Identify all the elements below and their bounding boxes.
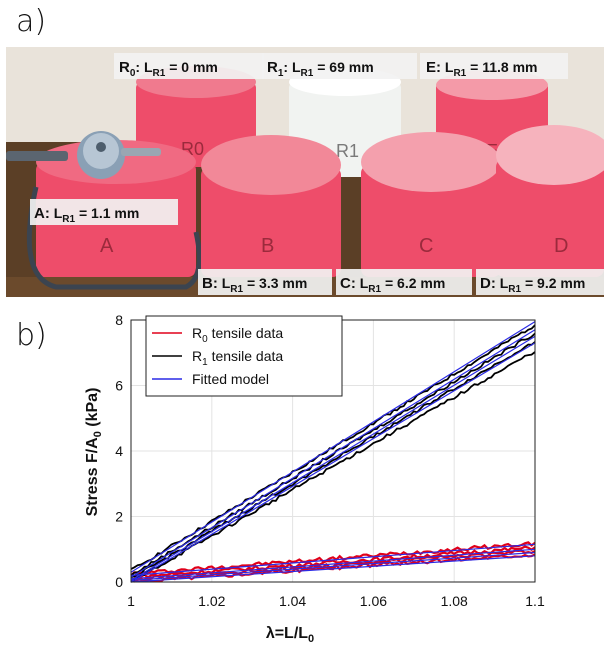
series-line-fitted-model (130, 321, 536, 573)
cup-b-mark: B (261, 235, 274, 257)
sample-photo: R0 R1 E A B C D R0: L (6, 47, 604, 297)
label-e-value: = 11.8 mm (466, 59, 537, 75)
legend-model-label: Fitted model (192, 371, 269, 387)
label-r1-value: = 69 mm (313, 59, 373, 75)
label-r0-name: R (119, 59, 130, 76)
x-tick-label: 1.02 (198, 593, 225, 609)
y-tick-label: 4 (115, 443, 123, 459)
label-r0-length: L (144, 59, 153, 75)
y-tick-label: 0 (115, 574, 123, 590)
label-d-name: D: (480, 275, 496, 292)
series-line-fitted-model (130, 555, 536, 583)
label-b-length-sub: R1 (230, 284, 243, 295)
label-r0: R0: LR1 = 0 mm (114, 53, 264, 79)
series-line-fitted-model (130, 335, 536, 581)
y-tick-label: 6 (115, 378, 123, 394)
label-c-length: L (360, 275, 369, 291)
legend: R0 tensile data R1 tensile data Fitted m… (145, 315, 343, 397)
series-line-fitted-model (130, 548, 536, 580)
label-b-length: L (222, 275, 231, 291)
x-tick-label: 1 (127, 593, 135, 609)
label-c-length-sub: R1 (368, 284, 381, 295)
label-a: A: LR1 = 1.1 mm (30, 199, 178, 225)
x-tick-label: 1.08 (441, 593, 468, 609)
label-e-length: L (445, 59, 454, 75)
svg-text:E: LR1 = 11.8 mm: E: LR1 = 11.8 mm (426, 59, 537, 79)
x-tick-label: 1.04 (279, 593, 306, 609)
series-line-r1-tensile-data (130, 341, 536, 578)
x-tick-label: 1.1 (525, 593, 545, 609)
y-tick-label: 8 (115, 312, 123, 328)
cup-c: C (361, 132, 501, 277)
svg-text:C: LR1 = 6.2 mm: C: LR1 = 6.2 mm (340, 275, 445, 295)
cup-c-mark: C (419, 235, 433, 257)
label-d: D: LR1 = 9.2 mm (476, 269, 604, 295)
y-tick-label: 2 (115, 509, 123, 525)
label-d-length-sub: R1 (508, 284, 521, 295)
series-line-r0-tensile-data (130, 541, 536, 577)
series-line-fitted-model (130, 551, 536, 581)
label-r1-sub: 1 (278, 68, 284, 79)
label-r1-length: L (292, 59, 301, 75)
x-axis-label: λ=L/L0 (266, 625, 314, 645)
chart-series (130, 321, 536, 583)
cup-d: D (496, 125, 604, 277)
label-e: E: LR1 = 11.8 mm (420, 53, 568, 79)
y-axis-label: Stress F/A0 (kPa) (84, 388, 104, 517)
label-a-length: L (54, 205, 63, 221)
label-c-value: = 6.2 mm (381, 275, 445, 291)
label-r1-name: R (267, 59, 278, 76)
series-line-r1-tensile-data (130, 324, 536, 570)
svg-text:B: LR1 = 3.3 mm: B: LR1 = 3.3 mm (202, 275, 307, 295)
label-d-length: L (500, 275, 509, 291)
series-line-fitted-model (130, 342, 536, 583)
stress-strain-chart: 1 1.02 1.04 1.06 1.08 1.1 0 2 4 6 8 λ=L/L0 Stress … (84, 312, 545, 645)
cup-r1-mark: R1 (336, 141, 359, 161)
chart-ticks: 1 1.02 1.04 1.06 1.08 1.1 0 2 4 6 8 (115, 312, 545, 609)
label-c: C: LR1 = 6.2 mm (336, 269, 472, 295)
label-c-name: C: (340, 275, 356, 292)
cup-b: B (201, 135, 341, 277)
cup-a-mark: A (100, 235, 114, 257)
probe-device (6, 131, 202, 290)
panel-a-label: a) (16, 4, 47, 39)
label-r1-length-sub: R1 (301, 68, 314, 79)
label-r0-value: = 0 mm (165, 59, 218, 75)
legend-r1-label: R1 tensile data (192, 348, 283, 368)
panel-b-label: b) (16, 318, 47, 353)
label-d-value: = 9.2 mm (521, 275, 585, 291)
svg-text:A: LR1 = 1.1 mm: A: LR1 = 1.1 mm (34, 205, 139, 225)
label-b-name: B: (202, 275, 218, 292)
label-r0-sub: 0 (130, 68, 136, 79)
x-tick-label: 1.06 (360, 593, 387, 609)
series-line-fitted-model (130, 329, 536, 578)
label-a-length-sub: R1 (62, 214, 75, 225)
svg-text:R1: LR1 = 69 mm: R1: LR1 = 69 mm (267, 59, 374, 79)
cup-d-mark: D (554, 235, 568, 257)
label-b-value: = 3.3 mm (243, 275, 307, 291)
label-r0-length-sub: R1 (153, 68, 166, 79)
svg-text:D: LR1 = 9.2 mm: D: LR1 = 9.2 mm (480, 275, 585, 295)
label-a-value: = 1.1 mm (75, 205, 139, 221)
label-e-length-sub: R1 (453, 68, 466, 79)
label-a-name: A: (34, 205, 50, 222)
label-b: B: LR1 = 3.3 mm (198, 269, 332, 295)
label-e-name: E: (426, 59, 441, 76)
series-line-fitted-model (130, 543, 536, 576)
svg-text:R0: LR1 = 0 mm: R0: LR1 = 0 mm (119, 59, 218, 79)
label-r1: R1: LR1 = 69 mm (262, 53, 417, 79)
legend-r0-label: R0 tensile data (192, 325, 283, 345)
